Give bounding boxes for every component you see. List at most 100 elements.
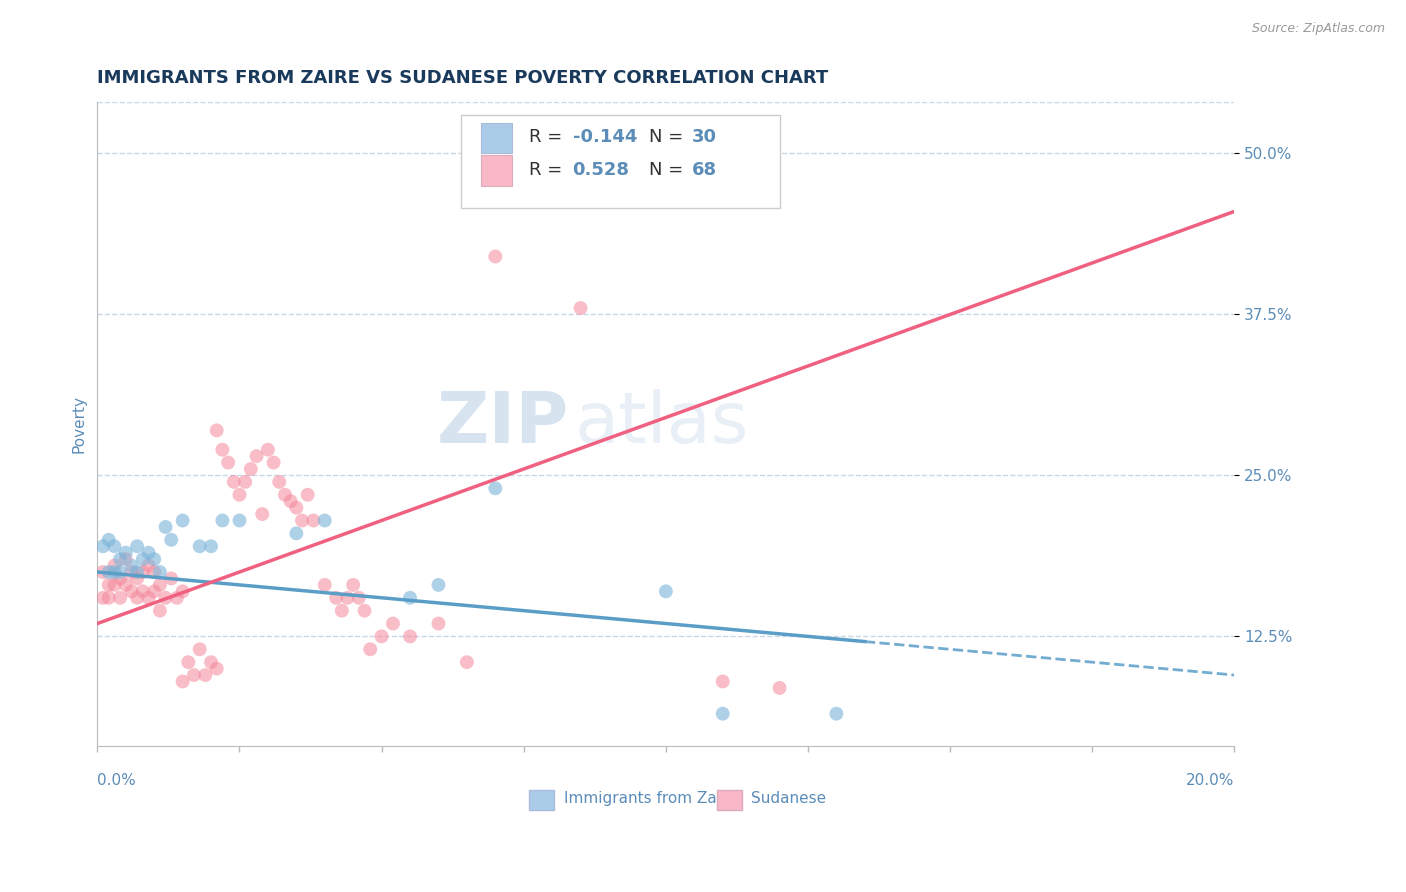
Point [245, 449, 267, 463]
Point [172, 514, 194, 528]
Point [370, 629, 392, 643]
Point [427, 616, 450, 631]
Point [302, 514, 325, 528]
Text: N =: N = [648, 128, 689, 146]
Text: IMMIGRANTS FROM ZAIRE VS SUDANESE POVERTY CORRELATION CHART: IMMIGRANTS FROM ZAIRE VS SUDANESE POVERT… [97, 69, 828, 87]
Point [211, 442, 233, 457]
Point [269, 475, 291, 489]
Point [347, 591, 370, 605]
Point [143, 565, 166, 579]
Point [342, 578, 364, 592]
Text: Immigrants from Zaire: Immigrants from Zaire [564, 791, 735, 806]
Point [228, 514, 250, 528]
Point [825, 706, 848, 721]
Point [285, 526, 308, 541]
Point [399, 629, 422, 643]
Point [127, 571, 149, 585]
Y-axis label: Poverty: Poverty [72, 395, 86, 453]
Point [127, 591, 149, 605]
Point [399, 591, 422, 605]
Point [91, 565, 114, 579]
Point [211, 514, 233, 528]
Point [314, 514, 336, 528]
Point [569, 301, 592, 315]
Point [103, 539, 125, 553]
Point [132, 584, 155, 599]
Text: Source: ZipAtlas.com: Source: ZipAtlas.com [1251, 22, 1385, 36]
Point [121, 565, 143, 579]
Point [103, 558, 125, 573]
Point [291, 514, 314, 528]
Point [768, 681, 790, 695]
Point [149, 578, 172, 592]
Point [103, 578, 125, 592]
Point [91, 539, 114, 553]
Point [172, 674, 194, 689]
Point [205, 423, 228, 437]
Point [172, 584, 194, 599]
Point [655, 584, 678, 599]
Text: 0.528: 0.528 [572, 161, 630, 178]
Point [108, 571, 131, 585]
Point [160, 571, 183, 585]
Point [143, 552, 166, 566]
Point [239, 462, 262, 476]
Point [285, 500, 308, 515]
Text: R =: R = [530, 161, 568, 178]
Point [97, 533, 120, 547]
Point [114, 578, 136, 592]
Point [183, 668, 205, 682]
Point [114, 546, 136, 560]
Point [127, 565, 149, 579]
Point [97, 591, 120, 605]
Point [257, 442, 280, 457]
Point [138, 546, 160, 560]
Text: 68: 68 [692, 161, 717, 178]
Point [149, 565, 172, 579]
Bar [481, 155, 512, 186]
Point [274, 488, 297, 502]
Point [188, 539, 211, 553]
Point [456, 655, 478, 669]
Point [108, 565, 131, 579]
Text: R =: R = [530, 128, 568, 146]
Text: atlas: atlas [575, 390, 749, 458]
Point [325, 591, 347, 605]
Point [200, 539, 222, 553]
Point [711, 674, 734, 689]
Text: ZIP: ZIP [437, 390, 569, 458]
Point [336, 591, 359, 605]
Point [97, 578, 120, 592]
Point [108, 591, 131, 605]
Point [132, 552, 155, 566]
Point [233, 475, 256, 489]
Point [177, 655, 200, 669]
Text: Sudanese: Sudanese [751, 791, 827, 806]
Point [200, 655, 222, 669]
Point [97, 565, 120, 579]
Point [194, 668, 217, 682]
Point [155, 591, 177, 605]
Point [314, 578, 336, 592]
Point [297, 488, 319, 502]
Point [108, 552, 131, 566]
Point [330, 604, 353, 618]
Point [250, 507, 273, 521]
Point [138, 558, 160, 573]
Point [228, 488, 250, 502]
Text: 0.0%: 0.0% [97, 772, 136, 788]
Point [149, 604, 172, 618]
Bar [530, 789, 554, 810]
Point [138, 591, 160, 605]
Point [127, 539, 149, 553]
Point [222, 475, 245, 489]
Point [353, 604, 375, 618]
Point [280, 494, 302, 508]
FancyBboxPatch shape [461, 115, 779, 208]
Point [91, 591, 114, 605]
Point [381, 616, 404, 631]
Point [166, 591, 188, 605]
Point [427, 578, 450, 592]
Bar [481, 122, 512, 153]
Point [484, 250, 506, 264]
